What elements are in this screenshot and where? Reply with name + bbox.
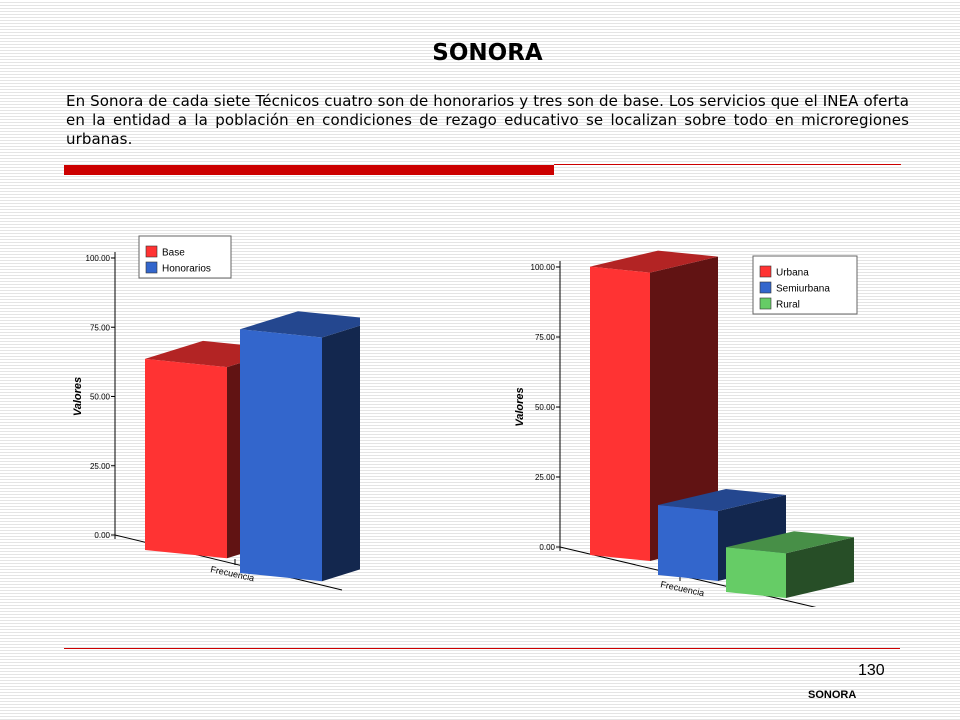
legend-label-semiurbana: Semiurbana xyxy=(776,284,830,295)
y-axis-label: Valores xyxy=(514,387,526,426)
y-tick-label: 25.00 xyxy=(90,462,111,471)
bar-honorarios xyxy=(240,311,360,582)
bar-front xyxy=(145,358,227,559)
y-axis-label: Valores xyxy=(72,377,84,416)
chart-microregion: 0.00 25.00 50.00 75.00 100.00 Valores Frecuenc… xyxy=(514,250,858,607)
legend-label-rural: Rural xyxy=(776,300,800,311)
page-number: 130 xyxy=(858,662,885,679)
page-title: SONORA xyxy=(432,40,543,66)
bar-side xyxy=(322,325,360,582)
bar-top xyxy=(658,489,786,511)
y-tick-label: 50.00 xyxy=(535,403,556,412)
bar-front xyxy=(590,266,650,561)
legend-label-honorarios: Honorarios xyxy=(162,264,211,275)
legend-swatch-rural xyxy=(759,297,772,310)
bar-side xyxy=(650,256,718,561)
y-tick-label: 25.00 xyxy=(535,473,556,482)
bar-top xyxy=(240,311,360,338)
legend-label-base: Base xyxy=(162,248,185,259)
bar-front xyxy=(726,547,786,598)
bar-urbana xyxy=(590,250,718,561)
y-tick-label: 75.00 xyxy=(90,323,111,332)
legend-swatch-honorarios xyxy=(145,261,158,274)
y-tick-label: 0.00 xyxy=(539,543,555,552)
bar-front xyxy=(240,329,322,582)
bar-side xyxy=(786,537,854,598)
footer-divider xyxy=(64,648,900,649)
y-tick-label: 75.00 xyxy=(535,333,556,342)
y-tick-label: 100.00 xyxy=(86,254,111,263)
y-tick-label: 50.00 xyxy=(90,393,111,402)
bar-top xyxy=(590,250,718,273)
bar-top xyxy=(726,531,854,554)
bar-rural xyxy=(726,531,854,598)
title-divider-thick xyxy=(64,165,554,175)
x-axis-line xyxy=(559,546,817,607)
footer-label: SONORA xyxy=(808,689,857,701)
legend-swatch-base xyxy=(145,245,158,258)
title-divider-thin xyxy=(554,164,901,165)
legend-swatch-semiurbana xyxy=(759,281,772,294)
y-tick-label: 0.00 xyxy=(94,531,110,540)
bar-front xyxy=(658,505,718,581)
legend-swatch-urbana xyxy=(759,265,772,278)
legend-label-urbana: Urbana xyxy=(776,268,809,279)
x-axis-label: Frecuencia xyxy=(660,579,706,598)
y-tick-label: 100.00 xyxy=(531,263,556,272)
chart-staff-type: 0.0025.0050.0075.00100.00ValoresFrecuenc… xyxy=(72,235,360,591)
description-text: En Sonora de cada siete Técnicos cuatro … xyxy=(66,92,909,148)
